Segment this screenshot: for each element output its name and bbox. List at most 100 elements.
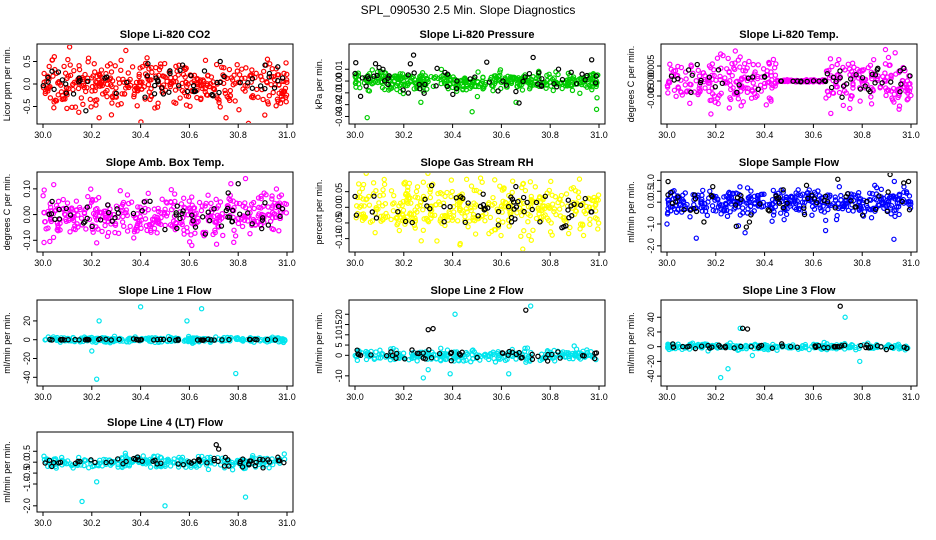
data-point <box>426 183 432 189</box>
data-point <box>370 180 377 186</box>
data-point <box>352 80 359 86</box>
data-point <box>210 231 216 238</box>
data-point <box>266 70 273 77</box>
data-point <box>139 86 145 92</box>
data-point <box>495 88 501 94</box>
data-point <box>550 87 556 94</box>
data-point <box>833 216 840 223</box>
data-point <box>102 222 108 229</box>
data-point <box>171 99 177 105</box>
data-point <box>355 70 361 76</box>
data-point <box>471 349 478 355</box>
data-point <box>88 186 94 192</box>
data-point <box>162 226 168 233</box>
data-point <box>212 227 218 233</box>
data-point <box>179 62 186 68</box>
data-point <box>84 204 90 210</box>
x-tick-label: 30.6 <box>181 258 199 268</box>
data-point <box>203 462 210 468</box>
data-point <box>417 349 423 355</box>
data-point <box>409 347 415 353</box>
data-point <box>696 73 703 79</box>
data-point <box>258 193 264 199</box>
data-point <box>779 343 786 349</box>
data-point <box>588 209 594 215</box>
data-point <box>364 196 370 202</box>
data-point <box>716 92 723 99</box>
data-point <box>440 200 447 206</box>
data-point <box>536 211 542 217</box>
data-point <box>872 80 878 86</box>
y-tick-label: 0.0 <box>646 196 656 209</box>
data-point <box>533 215 540 222</box>
data-point <box>394 222 400 228</box>
data-point <box>118 57 124 63</box>
data-point <box>428 215 434 221</box>
data-point <box>740 67 746 74</box>
data-point <box>170 218 177 224</box>
data-point <box>843 90 849 96</box>
data-point <box>768 69 774 75</box>
data-point <box>139 207 145 214</box>
data-point <box>589 86 595 93</box>
data-point <box>693 235 699 241</box>
data-point <box>161 60 168 67</box>
y-tick-label: 0.0 <box>22 78 32 91</box>
data-point <box>214 212 221 218</box>
data-point <box>412 225 418 231</box>
data-point <box>833 81 839 87</box>
x-tick-label: 30.2 <box>707 258 725 268</box>
plot-frame <box>660 43 918 125</box>
data-point <box>520 246 526 251</box>
data-point <box>579 71 585 77</box>
data-point <box>247 230 253 237</box>
data-point <box>513 75 519 82</box>
data-point <box>841 342 848 348</box>
data-point <box>872 72 879 78</box>
data-point <box>820 203 826 209</box>
data-point <box>864 198 870 205</box>
data-point <box>391 78 398 85</box>
data-point <box>78 462 84 468</box>
data-point <box>570 184 577 191</box>
data-point <box>40 82 46 89</box>
data-point <box>418 199 424 205</box>
data-point <box>766 79 772 85</box>
data-point <box>459 349 465 355</box>
data-point <box>93 240 100 246</box>
data-point <box>535 206 541 212</box>
data-point <box>281 459 287 466</box>
data-point <box>594 72 600 78</box>
data-point <box>801 205 807 211</box>
data-point <box>516 100 522 106</box>
data-point <box>57 459 64 466</box>
data-point <box>482 218 488 224</box>
data-point <box>213 241 220 247</box>
data-point <box>247 336 253 343</box>
data-point <box>79 498 85 505</box>
data-point <box>536 195 543 201</box>
data-point <box>761 191 767 197</box>
data-point <box>284 79 290 86</box>
data-point <box>261 190 267 196</box>
data-point <box>664 211 671 217</box>
data-point <box>545 351 551 358</box>
data-point <box>532 184 539 190</box>
data-point <box>402 82 409 89</box>
data-point <box>371 73 377 79</box>
data-point <box>195 218 201 225</box>
data-point <box>906 88 913 94</box>
data-point <box>452 311 458 317</box>
data-point <box>901 180 907 186</box>
data-point <box>460 358 467 364</box>
data-point <box>738 77 744 83</box>
data-point <box>47 238 53 245</box>
data-point <box>529 351 535 358</box>
data-point <box>121 223 127 229</box>
data-point <box>438 345 444 352</box>
data-point <box>433 83 439 89</box>
data-point <box>354 357 361 364</box>
data-point <box>555 66 562 72</box>
data-point <box>420 74 426 80</box>
data-point <box>366 202 373 208</box>
